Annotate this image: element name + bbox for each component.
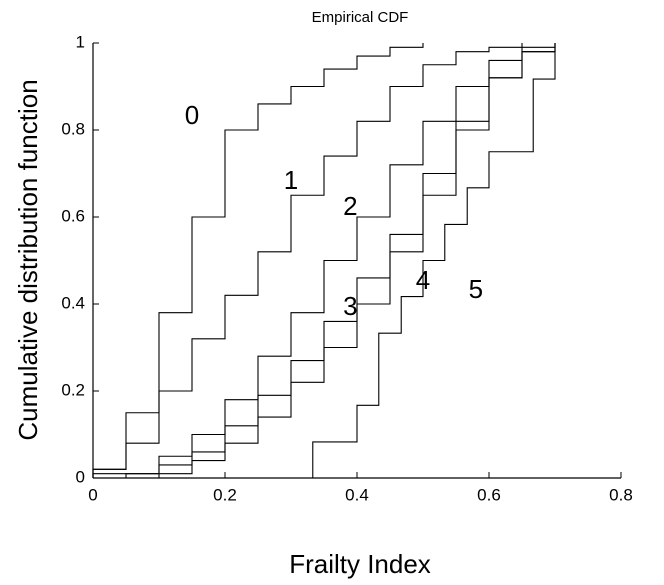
y-tick-label: 0.2: [61, 380, 85, 399]
curve-label: 4: [416, 265, 430, 295]
y-tick-label: 1: [76, 32, 85, 51]
cdf-line: [92, 43, 556, 478]
curve-label: 1: [284, 165, 298, 195]
y-tick-label: 0.6: [61, 206, 85, 225]
x-tick-label: 0: [88, 485, 97, 504]
y-tick-label: 0: [76, 467, 85, 486]
x-tick-label: 0.4: [345, 485, 369, 504]
x-axis-label: Frailty Index: [289, 549, 431, 579]
cdf-line: [312, 43, 556, 478]
cdf-line: [158, 43, 556, 478]
curve-label: 0: [185, 100, 199, 130]
curve-label: 3: [343, 291, 357, 321]
curve-label: 5: [469, 274, 483, 304]
cdf-line: [92, 43, 424, 478]
y-axis-label: Cumulative distribution function: [13, 79, 43, 440]
x-tick-label: 0.6: [477, 485, 501, 504]
x-tick-label: 0.8: [609, 485, 633, 504]
y-tick-label: 0.4: [61, 293, 85, 312]
x-tick-label: 0.2: [213, 485, 237, 504]
y-tick-label: 0.8: [61, 119, 85, 138]
cdf-line: [92, 43, 523, 478]
curve-label: 2: [343, 191, 357, 221]
chart-title: Empirical CDF: [312, 9, 409, 26]
